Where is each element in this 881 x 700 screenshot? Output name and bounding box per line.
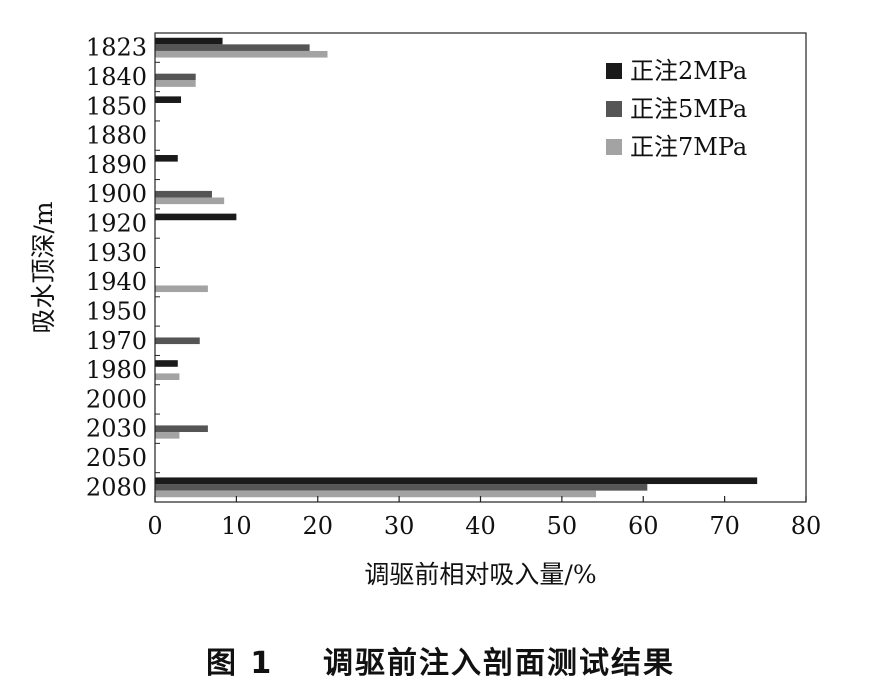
bar-1840-series-2: [155, 73, 196, 81]
x-tick-label: 60: [628, 512, 659, 540]
y-tick-label: 1920: [86, 210, 147, 238]
x-tick-label: 70: [709, 512, 740, 540]
bar-2080-series-2: [155, 484, 648, 491]
y-tick-label: 2000: [86, 385, 147, 413]
legend-swatch-series-3: [606, 139, 622, 155]
bar-1900-series-2: [155, 190, 212, 198]
bar-1980-series-1: [155, 360, 178, 367]
bar-2080-series-1: [155, 477, 758, 485]
bar-1850-series-1: [155, 96, 182, 103]
x-tick-label: 50: [547, 512, 578, 540]
bar-1823-series-2: [155, 44, 310, 51]
bar-1970-series-2: [155, 337, 200, 345]
bar-1980-series-3: [155, 373, 180, 380]
x-tick-label: 80: [791, 512, 822, 540]
bar-1940-series-3: [155, 285, 208, 293]
x-tick-label: 20: [302, 512, 333, 540]
x-tick-label: 30: [384, 512, 415, 540]
legend: 正注2MPa 正注5MPa 正注7MPa: [606, 57, 747, 161]
figure-caption: 图 1 调驱前注入剖面测试结果: [205, 646, 676, 681]
bar-1920-series-1: [155, 213, 237, 221]
y-axis-title: 吸水顶深/m: [29, 201, 58, 333]
x-tick-label: 0: [147, 512, 162, 540]
bar-2030-series-2: [155, 425, 208, 433]
bar-1890-series-1: [155, 155, 178, 162]
bar-1823-series-1: [155, 37, 223, 45]
bar-1823-series-3: [155, 50, 328, 58]
legend-label-series-3: 正注7MPa: [630, 133, 747, 161]
x-tick-label: 40: [465, 512, 496, 540]
legend-label-series-2: 正注5MPa: [630, 95, 747, 123]
y-tick-label: 1970: [86, 327, 147, 355]
y-tick-label: 1823: [86, 34, 147, 62]
y-tick-label: 1880: [86, 122, 147, 150]
y-tick-label: 1930: [86, 239, 147, 267]
y-tick-label: 1940: [86, 268, 147, 296]
y-tick-label: 1900: [86, 180, 147, 208]
y-tick-label: 2050: [86, 444, 147, 472]
legend-label-series-1: 正注2MPa: [630, 57, 747, 85]
bar-1840-series-3: [155, 80, 196, 87]
bar-chart: 0 10 20 30 40 50 60 70 8018231840185018801890190…: [29, 32, 822, 589]
x-tick-label: 10: [221, 512, 252, 540]
bar-2030-series-3: [155, 432, 180, 439]
x-axis-title: 调驱前相对吸入量/%: [364, 560, 596, 589]
legend-swatch-series-2: [606, 101, 622, 117]
y-tick-label: 1950: [86, 297, 147, 325]
y-tick-label: 1980: [86, 356, 147, 384]
y-tick-label: 1890: [86, 151, 147, 179]
bar-1900-series-3: [155, 197, 225, 205]
y-tick-label: 2030: [86, 415, 147, 443]
bar-2080-series-3: [155, 490, 597, 498]
legend-swatch-series-1: [606, 63, 622, 79]
y-tick-label: 1840: [86, 63, 147, 91]
y-tick-label: 2080: [86, 473, 147, 501]
y-tick-label: 1850: [86, 92, 147, 120]
